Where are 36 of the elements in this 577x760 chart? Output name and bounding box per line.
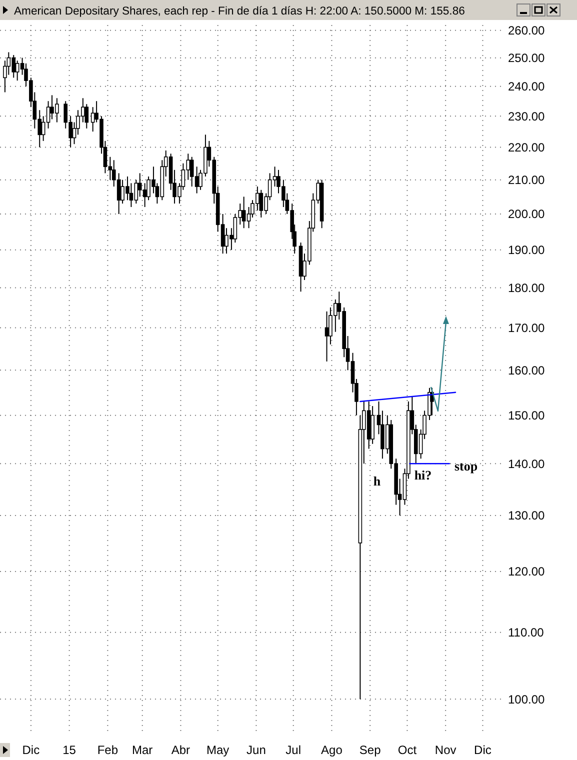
- y-tick-label: 240.00: [508, 80, 546, 94]
- x-tick-label: Jul: [286, 743, 302, 757]
- annotation: stop: [454, 458, 478, 474]
- x-tick-label: 15: [62, 743, 76, 757]
- x-tick-label: Feb: [97, 743, 118, 757]
- y-tick-label: 200.00: [508, 207, 546, 222]
- x-tick-label: Oct: [398, 743, 418, 757]
- x-tick-label: Sep: [359, 743, 382, 757]
- y-tick-label: 110.00: [508, 626, 544, 640]
- x-tick-label: Ago: [321, 743, 343, 757]
- candlestick: [370, 406, 374, 444]
- y-tick-label: 260.00: [508, 24, 546, 38]
- y-tick-label: 250.00: [508, 51, 546, 66]
- y-tick-label: 140.00: [508, 456, 546, 471]
- chart-title: American Depositary Shares, each rep - Fin de día 1 días H: 22:00 A: 150.5000 M: 155.86: [14, 6, 465, 18]
- x-tick-label: Mar: [132, 743, 153, 757]
- y-tick-label: 220.00: [508, 140, 546, 154]
- y-tick-label: 120.00: [508, 564, 546, 579]
- y-tick-label: 160.00: [508, 363, 546, 378]
- y-tick-label: 170.00: [508, 320, 546, 335]
- annotation: h: [373, 474, 382, 489]
- x-tick-label: May: [206, 743, 230, 757]
- y-tick-label: 230.00: [508, 109, 546, 124]
- y-tick-label: 180.00: [508, 280, 546, 295]
- x-tick-label: Jun: [246, 743, 266, 757]
- candlestick: [324, 310, 329, 362]
- y-tick-label: 100.00: [508, 692, 546, 706]
- x-tick-label: Abr: [171, 743, 190, 757]
- y-tick-label: 190.00: [508, 243, 546, 258]
- y-tick-label: 150.00: [508, 408, 546, 423]
- annotation: hi?: [414, 468, 432, 483]
- x-tick-label: Dic: [22, 743, 40, 757]
- y-tick-label: 210.00: [508, 173, 546, 188]
- x-tick-label: Nov: [434, 743, 456, 757]
- y-tick-label: 130.00: [508, 508, 546, 523]
- x-tick-label: Dic: [474, 743, 492, 757]
